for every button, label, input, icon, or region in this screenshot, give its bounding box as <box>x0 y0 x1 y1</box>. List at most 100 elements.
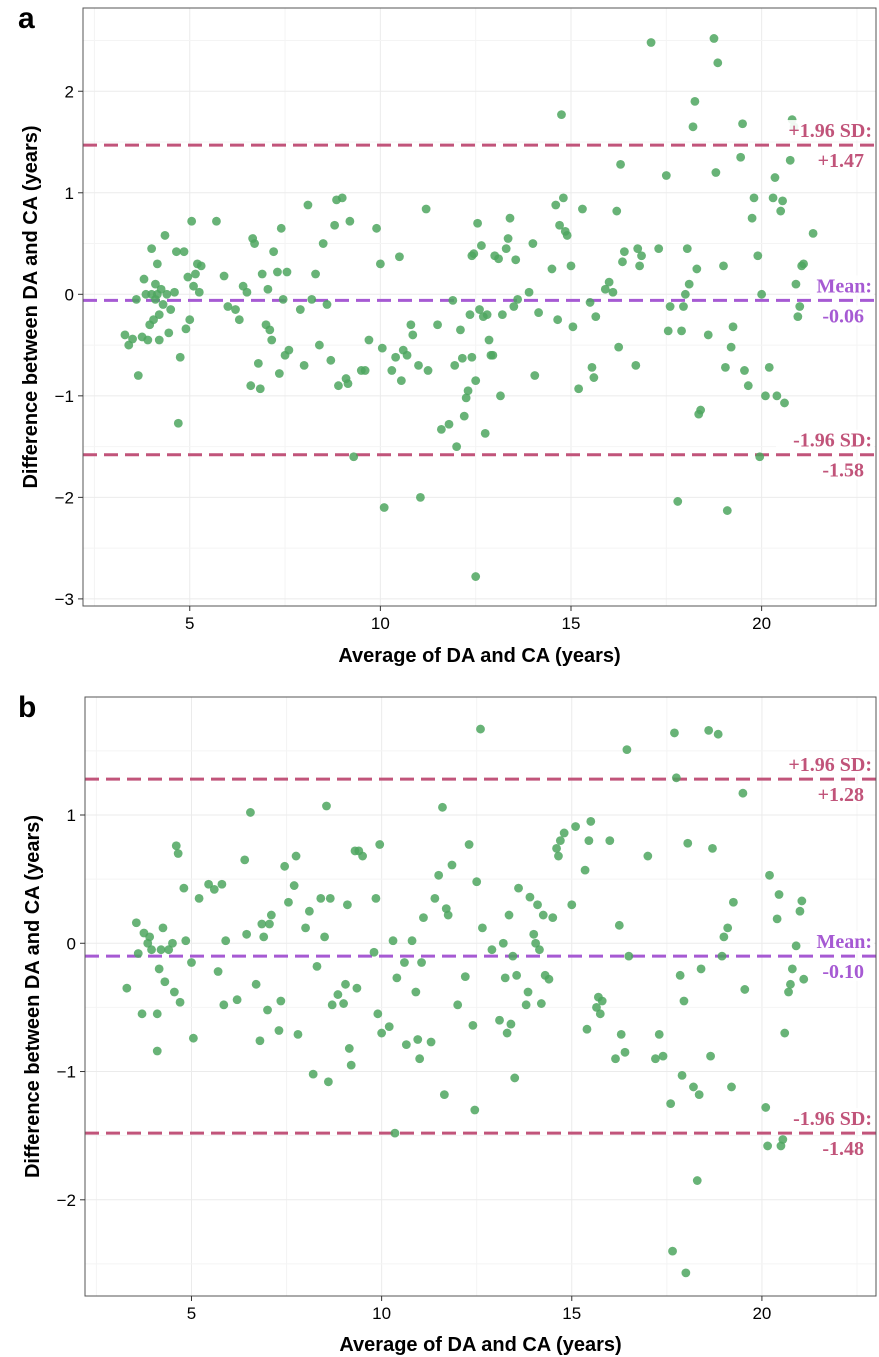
data-point <box>717 951 727 961</box>
data-point <box>753 251 763 261</box>
data-point <box>152 1046 162 1056</box>
data-point <box>531 938 541 948</box>
data-point <box>763 1141 773 1151</box>
data-point <box>169 987 179 997</box>
data-point <box>677 1070 687 1080</box>
y-tick-label: −1 <box>57 1063 76 1082</box>
data-point <box>257 269 267 279</box>
data-point <box>719 261 728 271</box>
data-point <box>137 1009 147 1019</box>
data-point <box>553 315 563 325</box>
data-point <box>255 1036 265 1046</box>
data-point <box>158 923 168 933</box>
line-label-bg <box>776 120 874 141</box>
data-point <box>131 918 141 928</box>
data-point <box>173 849 183 858</box>
data-point <box>273 267 282 277</box>
panel-a-x-axis-title: Average of DA and CA (years) <box>338 645 620 667</box>
data-point <box>558 193 568 203</box>
panel-b-grid <box>85 697 876 1296</box>
data-point <box>447 860 457 870</box>
panel-b-reference-lines <box>85 777 876 1135</box>
data-point <box>299 360 309 370</box>
data-point <box>504 910 514 920</box>
data-point <box>402 350 412 360</box>
data-point <box>341 979 350 989</box>
line-label-bg <box>810 931 874 952</box>
data-point <box>158 300 168 309</box>
data-point <box>551 200 561 210</box>
data-point <box>255 384 265 394</box>
data-point <box>555 836 565 846</box>
data-point <box>475 305 484 314</box>
data-point <box>709 34 719 43</box>
data-point <box>619 247 629 257</box>
data-point <box>172 247 181 257</box>
data-point <box>330 220 340 230</box>
data-point <box>325 893 335 903</box>
data-point <box>552 843 561 853</box>
data-point <box>688 122 698 132</box>
data-point <box>509 302 519 311</box>
data-point <box>388 936 398 946</box>
data-point <box>622 745 632 754</box>
data-point <box>580 865 590 875</box>
data-point <box>401 1040 411 1049</box>
data-point <box>459 411 469 421</box>
data-point <box>663 326 673 336</box>
x-tick-label: 20 <box>752 1304 771 1323</box>
data-point <box>242 929 252 939</box>
data-point <box>221 936 231 946</box>
data-point <box>498 938 508 948</box>
data-point <box>472 877 482 887</box>
data-point <box>620 1047 630 1057</box>
data-point <box>467 352 477 362</box>
data-point <box>395 252 404 262</box>
data-point <box>469 249 479 259</box>
data-point <box>375 259 385 269</box>
mean-line-value: -0.10 <box>822 961 864 983</box>
panel-b-x-axis-title: Average of DA and CA (years) <box>339 1334 621 1356</box>
data-point <box>323 1077 333 1087</box>
data-point <box>524 287 534 297</box>
data-point <box>585 298 595 307</box>
mean-line-label: Mean: <box>816 275 872 297</box>
data-point <box>181 936 191 946</box>
data-point <box>582 1024 592 1034</box>
data-point <box>147 244 157 254</box>
data-point <box>661 171 671 180</box>
data-point <box>605 836 615 846</box>
data-point <box>554 851 563 861</box>
panel-a: a 5 10 15 20 −3 −2 −1 0 1 2 +1.96 SD: +1.47 Mean: -0… <box>18 2 877 667</box>
data-point <box>586 817 596 826</box>
data-point <box>708 843 717 853</box>
data-point <box>219 271 229 281</box>
upper-line-value: +1.28 <box>818 784 864 806</box>
data-point <box>679 996 689 1006</box>
data-point <box>439 1090 449 1100</box>
data-point <box>740 366 749 375</box>
y-tick-label: −2 <box>55 488 74 507</box>
data-point <box>533 900 542 910</box>
data-point <box>263 1005 272 1015</box>
data-point <box>547 264 557 274</box>
data-point <box>523 987 533 997</box>
data-point <box>721 363 730 372</box>
data-point <box>495 1015 504 1025</box>
data-point <box>740 985 750 994</box>
data-point <box>704 725 714 735</box>
data-point <box>408 330 418 340</box>
data-point <box>675 970 685 980</box>
data-point <box>464 840 474 849</box>
data-point <box>618 257 627 267</box>
data-point <box>168 938 177 948</box>
data-point <box>651 1054 660 1064</box>
data-point <box>173 418 183 428</box>
data-point <box>589 373 599 382</box>
data-point <box>346 1060 356 1070</box>
data-point <box>253 358 263 368</box>
data-point <box>250 239 259 248</box>
x-tick-label: 5 <box>187 1304 196 1323</box>
data-point <box>738 119 747 129</box>
